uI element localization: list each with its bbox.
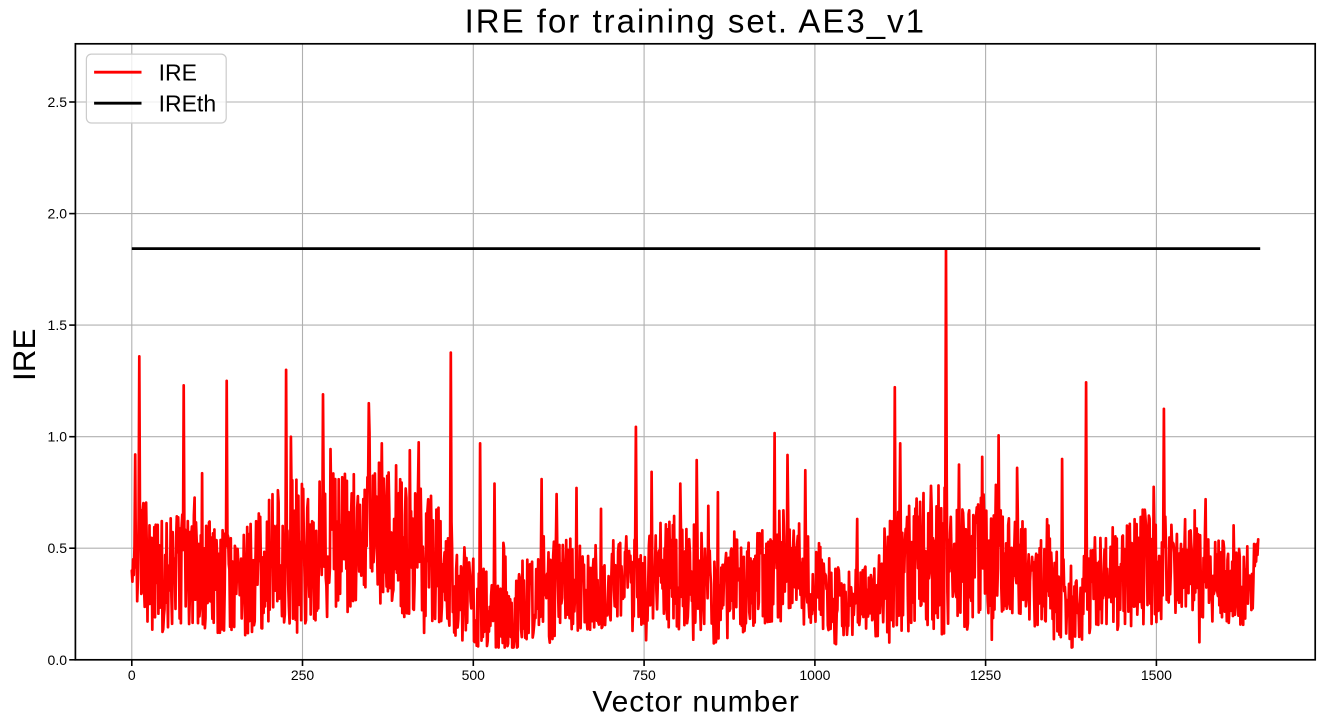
svg-text:0.5: 0.5 <box>48 540 68 556</box>
svg-text:IRE: IRE <box>6 329 42 382</box>
svg-text:IRE for training set. AE3_v1: IRE for training set. AE3_v1 <box>465 3 926 40</box>
svg-text:1500: 1500 <box>1141 667 1172 683</box>
svg-text:500: 500 <box>462 667 486 683</box>
svg-text:2.5: 2.5 <box>48 94 68 110</box>
svg-text:IREth: IREth <box>159 90 217 116</box>
svg-text:2.0: 2.0 <box>48 206 68 222</box>
svg-text:IRE: IRE <box>159 59 197 85</box>
svg-text:1000: 1000 <box>799 667 830 683</box>
svg-text:Vector number: Vector number <box>592 685 799 718</box>
svg-text:0.0: 0.0 <box>48 652 68 668</box>
svg-text:750: 750 <box>632 667 656 683</box>
svg-text:250: 250 <box>291 667 315 683</box>
svg-text:1250: 1250 <box>970 667 1001 683</box>
svg-text:1.0: 1.0 <box>48 429 68 445</box>
svg-text:0: 0 <box>128 667 136 683</box>
svg-text:1.5: 1.5 <box>48 317 68 333</box>
